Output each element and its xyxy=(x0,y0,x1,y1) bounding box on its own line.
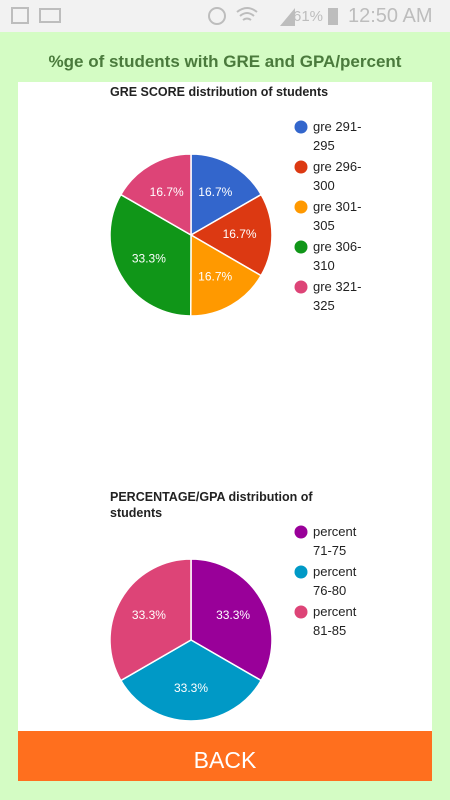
legend-label: percent 81-85 xyxy=(313,604,357,638)
slice-label: 33.3% xyxy=(132,251,166,265)
pie-slice xyxy=(109,193,192,317)
slice-label: 16.7% xyxy=(198,185,232,199)
slice-label: 16.7% xyxy=(150,185,184,199)
pie-slice xyxy=(119,639,263,722)
battery-icon xyxy=(328,8,338,25)
icon xyxy=(39,8,61,23)
legend-label: percent 71-75 xyxy=(313,524,357,558)
legend-swatch xyxy=(294,525,308,539)
chart-title: GRE SCORE distribution of students xyxy=(110,85,329,99)
pie-slice xyxy=(109,558,192,682)
pie-slice xyxy=(189,233,263,317)
pie-slice xyxy=(190,558,273,682)
status-icons-right xyxy=(208,7,295,26)
alarm-icon xyxy=(208,7,226,25)
pie-slice xyxy=(189,193,273,277)
status-icons xyxy=(11,7,61,24)
legend-label: gre 296-300 xyxy=(313,159,362,193)
legend-swatch xyxy=(294,200,308,214)
legend-label: percent 76-80 xyxy=(313,564,357,598)
page-title: %ge of students with GRE and GPA/percent xyxy=(48,52,402,71)
slice-label: 16.7% xyxy=(223,227,257,241)
slice-label: 33.3% xyxy=(174,681,208,695)
pie-chart: 33.3% 33.3% 33.3% xyxy=(109,525,308,722)
legend-swatch xyxy=(294,240,308,254)
wifi-icon xyxy=(236,7,258,21)
legend-swatch xyxy=(294,605,308,619)
legend-swatch xyxy=(294,280,308,294)
legend-label: gre 301-305 xyxy=(313,199,362,233)
chart-card: GRE SCORE distribution of students 16.7% 1… xyxy=(18,82,432,732)
legend-label: gre 306-310 xyxy=(313,239,362,273)
legend-swatch xyxy=(294,160,308,174)
status-bar: 61% 12:50 AM xyxy=(0,0,450,32)
slice-label: 16.7% xyxy=(198,269,232,283)
chart-title: PERCENTAGE/GPA distribution of students xyxy=(110,490,313,520)
clock: 12:50 AM xyxy=(348,5,433,27)
legend-swatch xyxy=(294,565,308,579)
pie-chart: 16.7% 16.7% 16.7% 33.3% 16.7% xyxy=(109,120,308,317)
legend-swatch xyxy=(294,120,308,134)
pie-slice xyxy=(119,153,192,237)
battery-text: 61% xyxy=(293,8,324,25)
slice-label: 33.3% xyxy=(132,608,166,622)
legend-label: gre 291-295 xyxy=(313,119,362,153)
legend-label: gre 321-325 xyxy=(313,279,362,313)
signal-icon xyxy=(280,8,295,26)
icon xyxy=(11,7,29,24)
pie-slice xyxy=(190,153,263,237)
back-button[interactable]: BACK xyxy=(18,731,432,781)
slice-label: 33.3% xyxy=(216,608,250,622)
